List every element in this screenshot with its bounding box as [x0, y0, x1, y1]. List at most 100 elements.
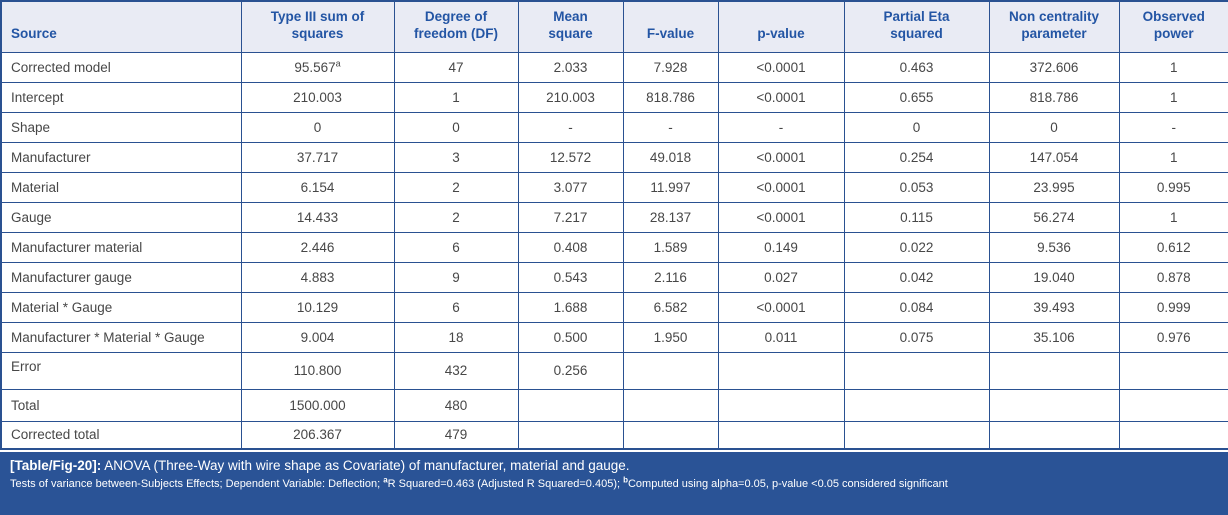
cell-mean_square: 0.408 [517, 231, 624, 263]
cell-type3ss: 0 [240, 111, 395, 143]
cell-df: 480 [393, 388, 519, 422]
cell-source: Material * Gauge [0, 291, 242, 323]
cell-partial_eta_squared: 0.254 [843, 141, 990, 173]
table-row: Manufacturer gauge 4.883 9 0.543 2.116 0.027 0… [0, 261, 1228, 293]
column-header-observed_power: Observed power [1118, 0, 1228, 53]
cell-f_value [622, 420, 719, 450]
cell-source: Manufacturer * Material * Gauge [0, 321, 242, 353]
cell-partial_eta_squared: 0.655 [843, 81, 990, 113]
cell-source: Material [0, 171, 242, 203]
cell-f_value: 11.997 [622, 171, 719, 203]
cell-observed_power: 0.976 [1118, 321, 1228, 353]
cell-p_value [717, 420, 845, 450]
cell-observed_power: 0.878 [1118, 261, 1228, 293]
cell-source: Shape [0, 111, 242, 143]
cell-df: 0 [393, 111, 519, 143]
cell-p_value: <0.0001 [717, 51, 845, 83]
table-row: Intercept 210.003 1 210.003 818.786 <0.0001 0.… [0, 81, 1228, 113]
cell-mean_square: 1.688 [517, 291, 624, 323]
cell-f_value: 2.116 [622, 261, 719, 293]
cell-partial_eta_squared [843, 420, 990, 450]
cell-source: Total [0, 388, 242, 422]
table-header: Source Type III sum of squares Degree of f… [0, 0, 1228, 53]
cell-partial_eta_squared [843, 388, 990, 422]
cell-mean_square: - [517, 111, 624, 143]
column-header-source: Source [0, 0, 242, 53]
cell-mean_square: 0.256 [517, 351, 624, 390]
cell-f_value: 28.137 [622, 201, 719, 233]
table-body: Corrected model 95.567a 47 2.033 7.928 <0.000… [0, 51, 1228, 450]
cell-partial_eta_squared: 0.084 [843, 291, 990, 323]
cell-type3ss: 14.433 [240, 201, 395, 233]
cell-mean_square: 0.543 [517, 261, 624, 293]
column-header-mean_square: Mean square [517, 0, 624, 53]
cell-observed_power: - [1118, 111, 1228, 143]
cell-non_centrality_parameter: 39.493 [988, 291, 1120, 323]
cell-p_value [717, 388, 845, 422]
caption-title-line: [Table/Fig-20]: ANOVA (Three-Way with wi… [10, 457, 1218, 475]
footnote-marker: a [335, 58, 341, 68]
table-row: Material * Gauge 10.129 6 1.688 6.582 <0.0001… [0, 291, 1228, 323]
cell-type3ss: 10.129 [240, 291, 395, 323]
column-header-partial_eta_squared: Partial Eta squared [843, 0, 990, 53]
table-row: Corrected model 95.567a 47 2.033 7.928 <0.000… [0, 51, 1228, 83]
table-row: Total 1500.000 480 [0, 388, 1228, 422]
figure-tag: [Table/Fig-20]: [10, 458, 102, 473]
cell-observed_power [1118, 351, 1228, 390]
column-header-type3ss: Type III sum of squares [240, 0, 395, 53]
cell-mean_square: 2.033 [517, 51, 624, 83]
cell-observed_power: 1 [1118, 51, 1228, 83]
cell-f_value [622, 351, 719, 390]
cell-p_value: <0.0001 [717, 141, 845, 173]
cell-df: 2 [393, 201, 519, 233]
cell-non_centrality_parameter: 23.995 [988, 171, 1120, 203]
cell-partial_eta_squared: 0.042 [843, 261, 990, 293]
cell-type3ss: 1500.000 [240, 388, 395, 422]
cell-p_value: 0.027 [717, 261, 845, 293]
column-header-f_value: F-value [622, 0, 719, 53]
cell-observed_power [1118, 388, 1228, 422]
caption-note-text: Computed using alpha=0.05, p-value <0.05… [627, 478, 948, 491]
cell-non_centrality_parameter [988, 388, 1120, 422]
cell-observed_power: 0.612 [1118, 231, 1228, 263]
cell-df: 3 [393, 141, 519, 173]
cell-f_value: 6.582 [622, 291, 719, 323]
cell-partial_eta_squared: 0 [843, 111, 990, 143]
cell-f_value: - [622, 111, 719, 143]
cell-mean_square: 0.500 [517, 321, 624, 353]
cell-mean_square: 210.003 [517, 81, 624, 113]
table-row: Gauge 14.433 2 7.217 28.137 <0.0001 0.115 56.27… [0, 201, 1228, 233]
cell-non_centrality_parameter: 0 [988, 111, 1120, 143]
cell-non_centrality_parameter [988, 420, 1120, 450]
caption-note-text: Tests of variance between-Subjects Effec… [10, 478, 384, 491]
cell-p_value: - [717, 111, 845, 143]
cell-p_value: <0.0001 [717, 171, 845, 203]
table-row: Manufacturer 37.717 3 12.572 49.018 <0.0001 0.… [0, 141, 1228, 173]
footnote-marker: a [383, 475, 388, 485]
caption-note: Tests of variance between-Subjects Effec… [10, 475, 1218, 491]
caption-title: ANOVA (Three-Way with wire shape as Cova… [104, 458, 630, 473]
caption-bar: [Table/Fig-20]: ANOVA (Three-Way with wi… [0, 452, 1228, 515]
cell-type3ss: 37.717 [240, 141, 395, 173]
cell-df: 18 [393, 321, 519, 353]
cell-observed_power: 1 [1118, 81, 1228, 113]
cell-observed_power: 0.995 [1118, 171, 1228, 203]
cell-source: Gauge [0, 201, 242, 233]
cell-partial_eta_squared: 0.075 [843, 321, 990, 353]
cell-f_value: 7.928 [622, 51, 719, 83]
cell-f_value: 818.786 [622, 81, 719, 113]
table-row: Manufacturer * Material * Gauge 9.004 18 0.… [0, 321, 1228, 353]
cell-non_centrality_parameter: 35.106 [988, 321, 1120, 353]
cell-df: 2 [393, 171, 519, 203]
cell-df: 47 [393, 51, 519, 83]
cell-non_centrality_parameter: 147.054 [988, 141, 1120, 173]
cell-non_centrality_parameter: 372.606 [988, 51, 1120, 83]
cell-partial_eta_squared [843, 351, 990, 390]
column-header-p_value: p-value [717, 0, 845, 53]
cell-type3ss: 206.367 [240, 420, 395, 450]
cell-source: Manufacturer [0, 141, 242, 173]
cell-type3ss: 4.883 [240, 261, 395, 293]
cell-observed_power: 1 [1118, 141, 1228, 173]
cell-observed_power [1118, 420, 1228, 450]
cell-p_value: 0.149 [717, 231, 845, 263]
